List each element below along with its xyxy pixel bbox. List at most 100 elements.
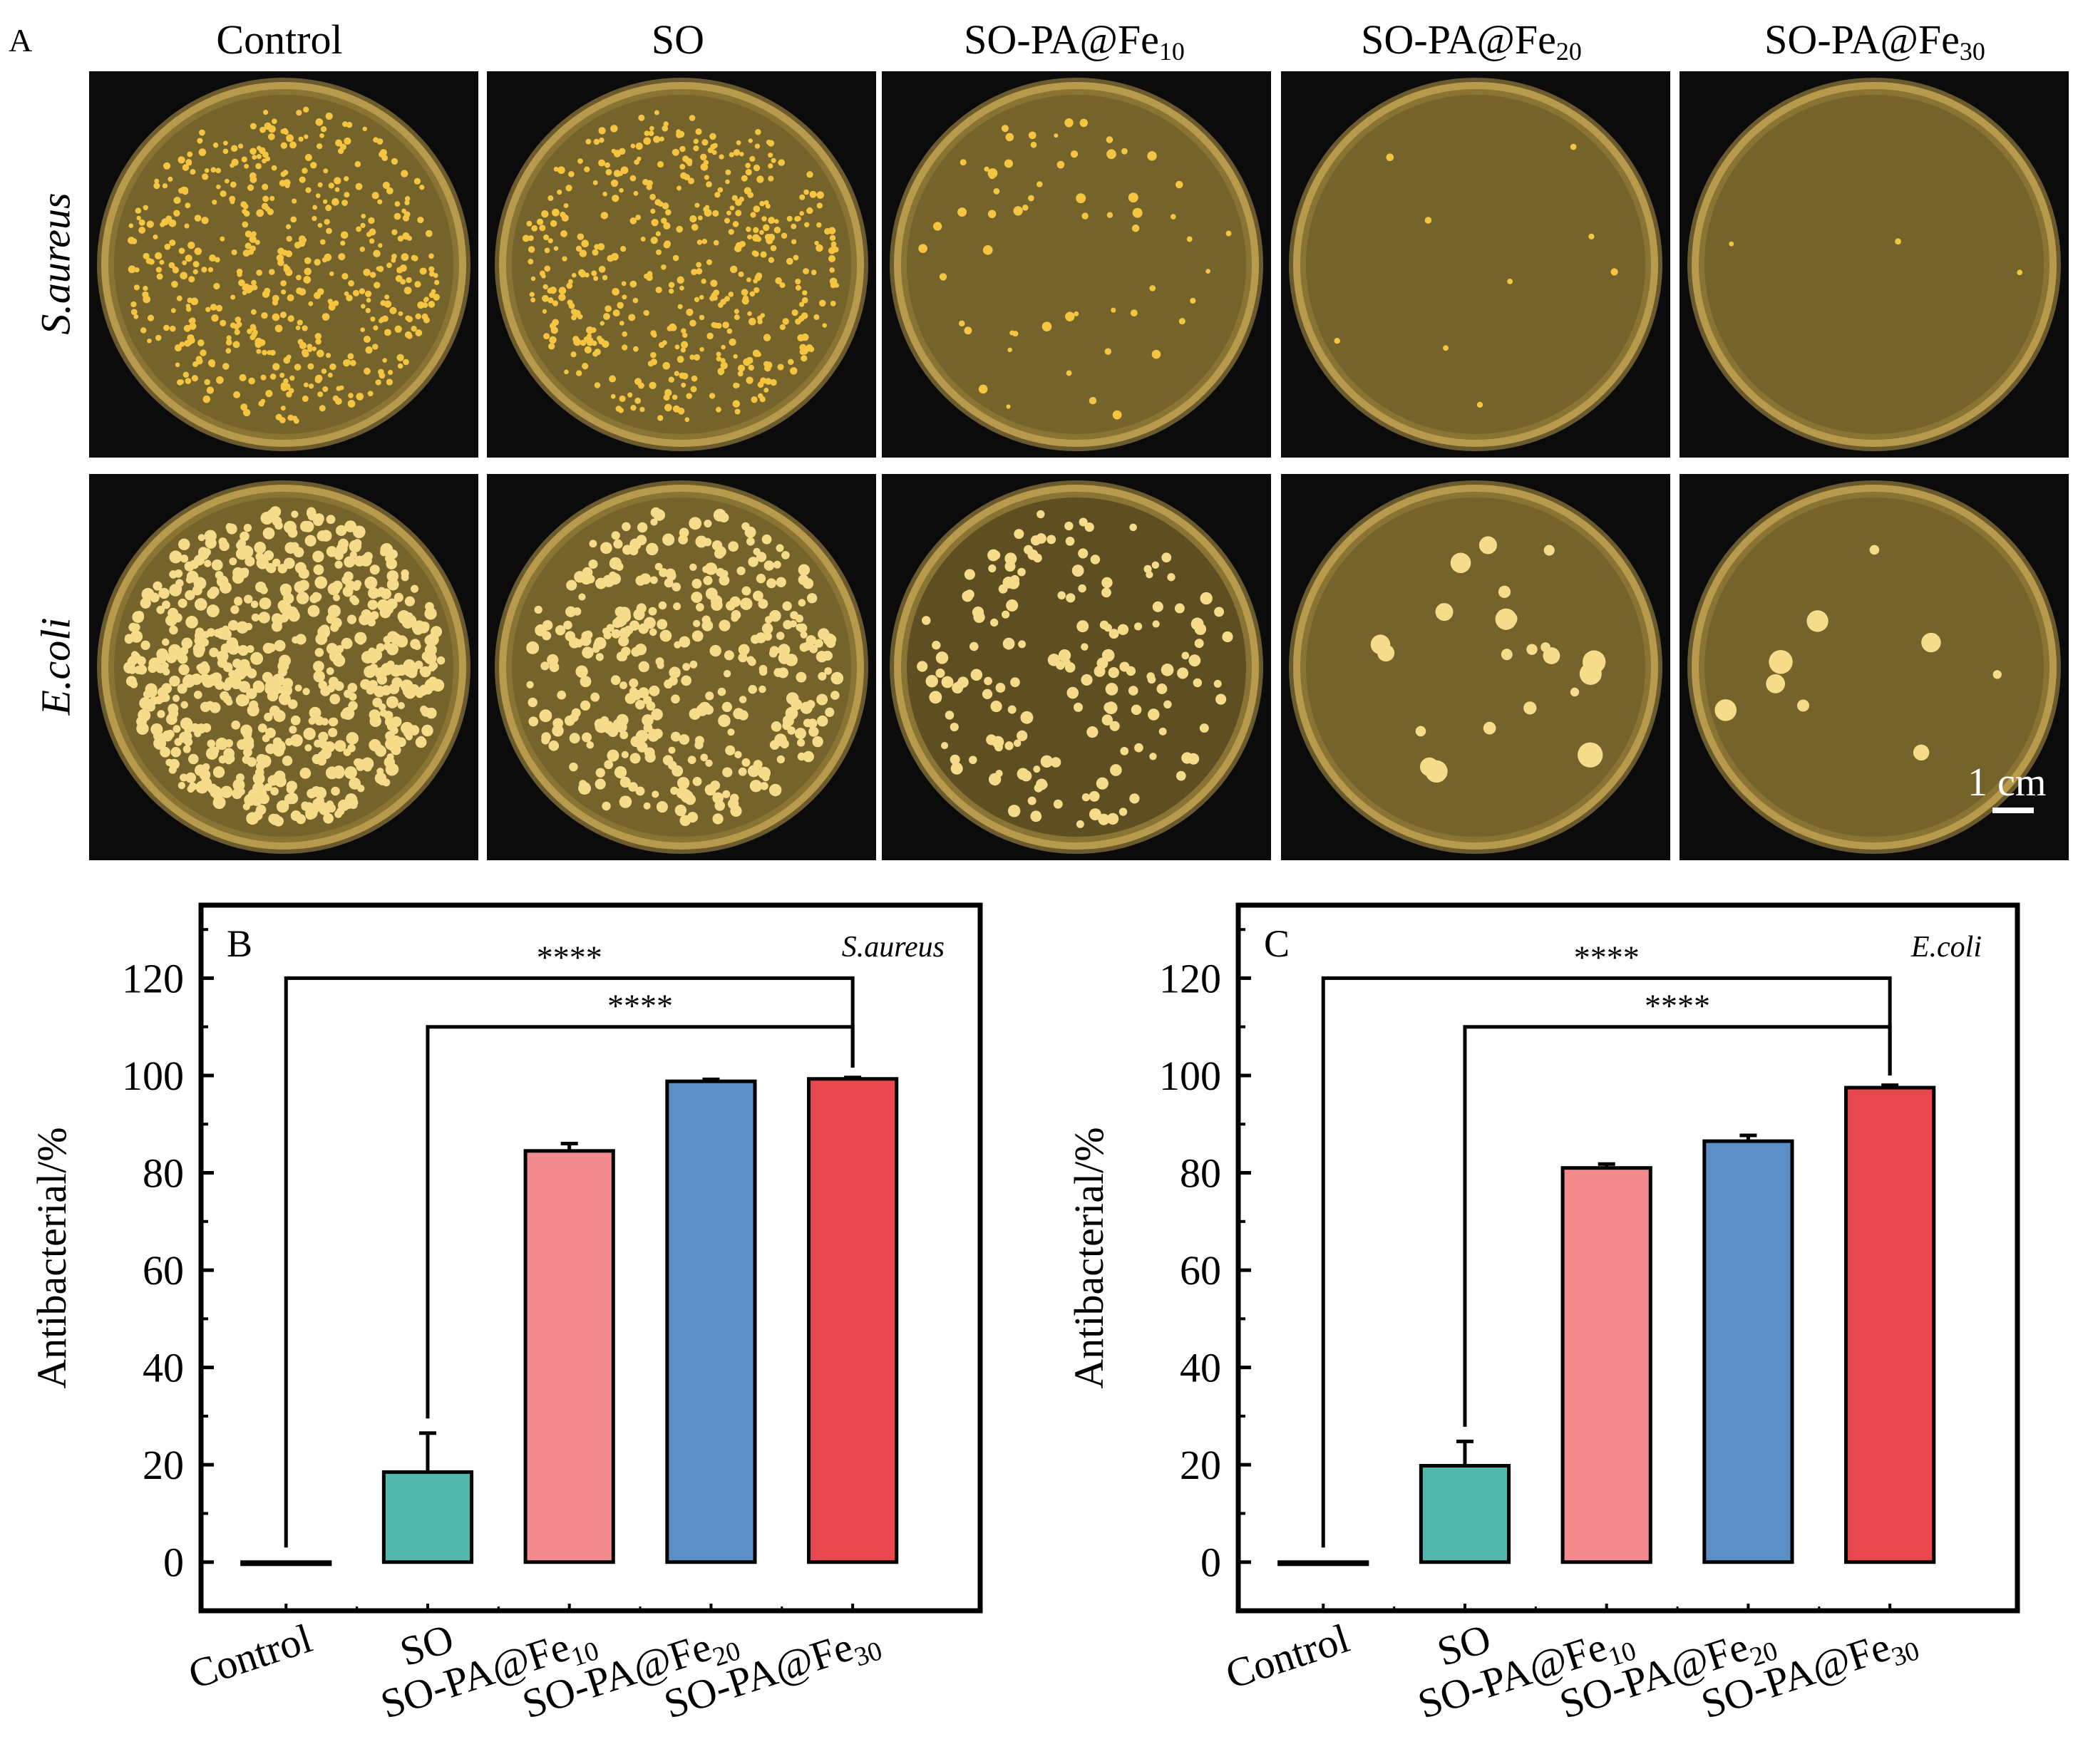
colony xyxy=(540,712,550,721)
colony xyxy=(806,635,816,646)
colony xyxy=(1131,225,1140,232)
colony xyxy=(1076,620,1089,633)
colony xyxy=(638,623,649,634)
colony xyxy=(581,239,590,248)
colony xyxy=(202,763,210,771)
colony xyxy=(689,660,698,669)
colony xyxy=(1992,670,2002,679)
colony xyxy=(335,139,343,147)
colony xyxy=(616,651,627,661)
colony xyxy=(182,164,190,171)
colony xyxy=(680,347,686,353)
colony xyxy=(186,160,192,166)
colony xyxy=(304,153,312,161)
colony xyxy=(1033,553,1042,563)
colony xyxy=(602,274,608,281)
colony xyxy=(368,587,380,599)
colony xyxy=(312,215,317,222)
colony xyxy=(411,326,417,332)
colony xyxy=(756,315,763,321)
colony xyxy=(756,351,761,357)
colony xyxy=(643,802,651,810)
colony xyxy=(639,406,645,413)
colony xyxy=(1171,214,1176,220)
colony xyxy=(192,269,198,274)
colony xyxy=(982,244,993,255)
colony xyxy=(349,800,358,809)
colony xyxy=(978,384,988,394)
colony xyxy=(225,698,233,706)
colony xyxy=(701,619,714,631)
colony xyxy=(412,255,418,262)
colony xyxy=(290,216,297,223)
colony xyxy=(242,221,249,228)
colony xyxy=(638,661,649,673)
colony xyxy=(721,701,733,713)
colony xyxy=(146,220,154,228)
colony xyxy=(272,745,284,757)
colony xyxy=(209,647,219,658)
colony xyxy=(165,652,178,664)
colony xyxy=(761,623,773,634)
colony xyxy=(1194,639,1204,649)
colony xyxy=(1117,624,1129,636)
colony xyxy=(136,215,141,221)
colony xyxy=(595,768,605,778)
colony xyxy=(589,540,597,548)
colony xyxy=(381,155,389,161)
colony xyxy=(168,176,173,182)
colony xyxy=(613,539,623,549)
colony xyxy=(672,765,684,777)
colony xyxy=(801,333,809,341)
colony xyxy=(582,732,592,743)
colony xyxy=(696,704,709,716)
colony xyxy=(566,579,577,591)
colony xyxy=(1101,587,1111,598)
colony xyxy=(1104,702,1114,713)
colony xyxy=(787,359,794,366)
colony xyxy=(791,223,797,229)
colony xyxy=(382,778,391,787)
colony xyxy=(332,594,341,602)
colony xyxy=(389,664,403,677)
colony xyxy=(182,371,190,378)
colony xyxy=(313,564,324,575)
colony xyxy=(1018,640,1027,649)
colony xyxy=(1370,634,1391,655)
colony xyxy=(268,125,276,133)
colony xyxy=(364,576,378,589)
colony xyxy=(710,780,721,790)
colony xyxy=(987,168,998,178)
colony xyxy=(397,363,403,369)
colony xyxy=(738,271,744,277)
colony xyxy=(242,408,251,417)
bar xyxy=(665,1079,757,1564)
colony xyxy=(215,257,220,263)
plate-e-coli-so xyxy=(487,474,876,860)
colony xyxy=(987,549,999,562)
colony xyxy=(256,154,262,160)
colony xyxy=(317,391,324,398)
colony xyxy=(674,371,679,376)
colony xyxy=(563,203,569,208)
colony xyxy=(577,314,583,320)
colony xyxy=(225,339,232,346)
colony xyxy=(307,604,320,617)
colony xyxy=(205,306,211,312)
colony xyxy=(246,688,257,699)
colony xyxy=(544,247,550,254)
colony xyxy=(360,327,365,333)
colony xyxy=(812,736,823,748)
colony xyxy=(689,517,702,530)
colony xyxy=(529,292,535,297)
colony xyxy=(597,243,605,251)
colony xyxy=(1167,573,1176,582)
colony xyxy=(610,179,619,187)
colony xyxy=(706,181,712,187)
colony xyxy=(662,202,669,210)
colony xyxy=(326,515,336,525)
colony xyxy=(935,651,949,664)
colony xyxy=(402,232,410,240)
colony xyxy=(1081,212,1089,220)
colony xyxy=(266,563,277,574)
